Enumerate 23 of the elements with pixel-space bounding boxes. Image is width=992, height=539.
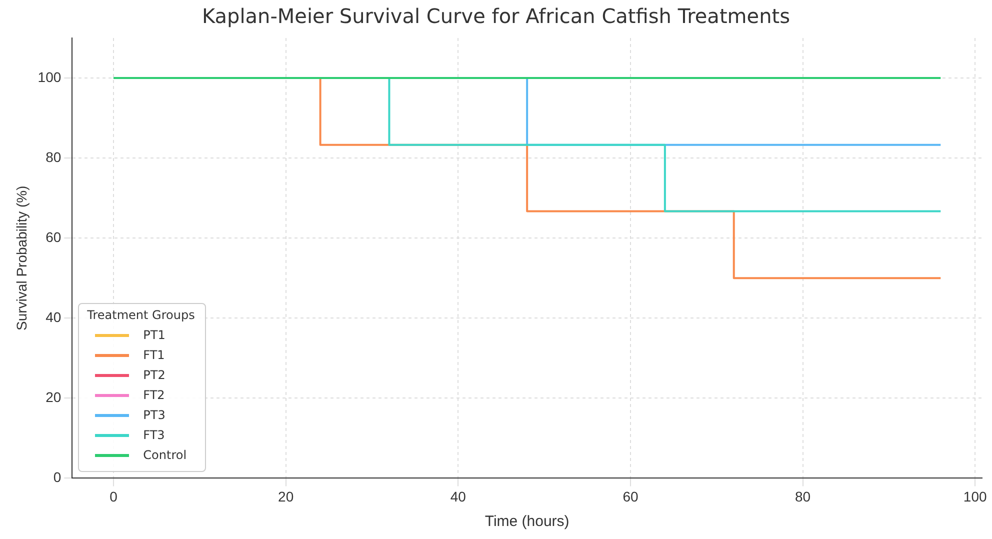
x-tick-label: 20 <box>278 488 294 504</box>
legend-label: FT1 <box>143 348 165 362</box>
y-tick-label: 20 <box>46 389 62 406</box>
legend-label: FT2 <box>143 388 165 402</box>
legend-label: FT3 <box>143 428 165 442</box>
y-tick-label: 60 <box>46 228 62 245</box>
x-tick-label: 80 <box>795 488 811 504</box>
legend-label: PT1 <box>143 328 166 342</box>
x-tick-label: 60 <box>622 488 638 504</box>
legend-title: Treatment Groups <box>87 308 195 322</box>
x-tick-label: 0 <box>110 488 118 504</box>
y-tick-label: 100 <box>38 68 62 85</box>
y-tick-label: 40 <box>46 308 62 325</box>
legend-label: PT3 <box>143 408 166 422</box>
x-tick-label: 40 <box>450 488 466 504</box>
x-tick-label: 100 <box>963 488 987 504</box>
y-tick-label: 80 <box>46 148 62 165</box>
y-axis-title: Survival Probability (%) <box>13 186 30 330</box>
legend-label: Control <box>143 448 187 462</box>
legend-label: PT2 <box>143 368 166 382</box>
chart-title: Kaplan-Meier Survival Curve for African Catfish Treatments <box>202 4 790 28</box>
x-axis-title: Time (hours) <box>484 513 570 530</box>
y-tick-label: 0 <box>53 469 62 486</box>
